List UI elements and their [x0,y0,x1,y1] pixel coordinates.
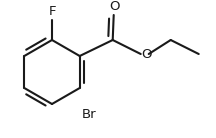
Text: Br: Br [82,108,96,121]
Text: O: O [110,0,120,13]
Text: O: O [142,47,152,60]
Text: F: F [48,5,56,18]
